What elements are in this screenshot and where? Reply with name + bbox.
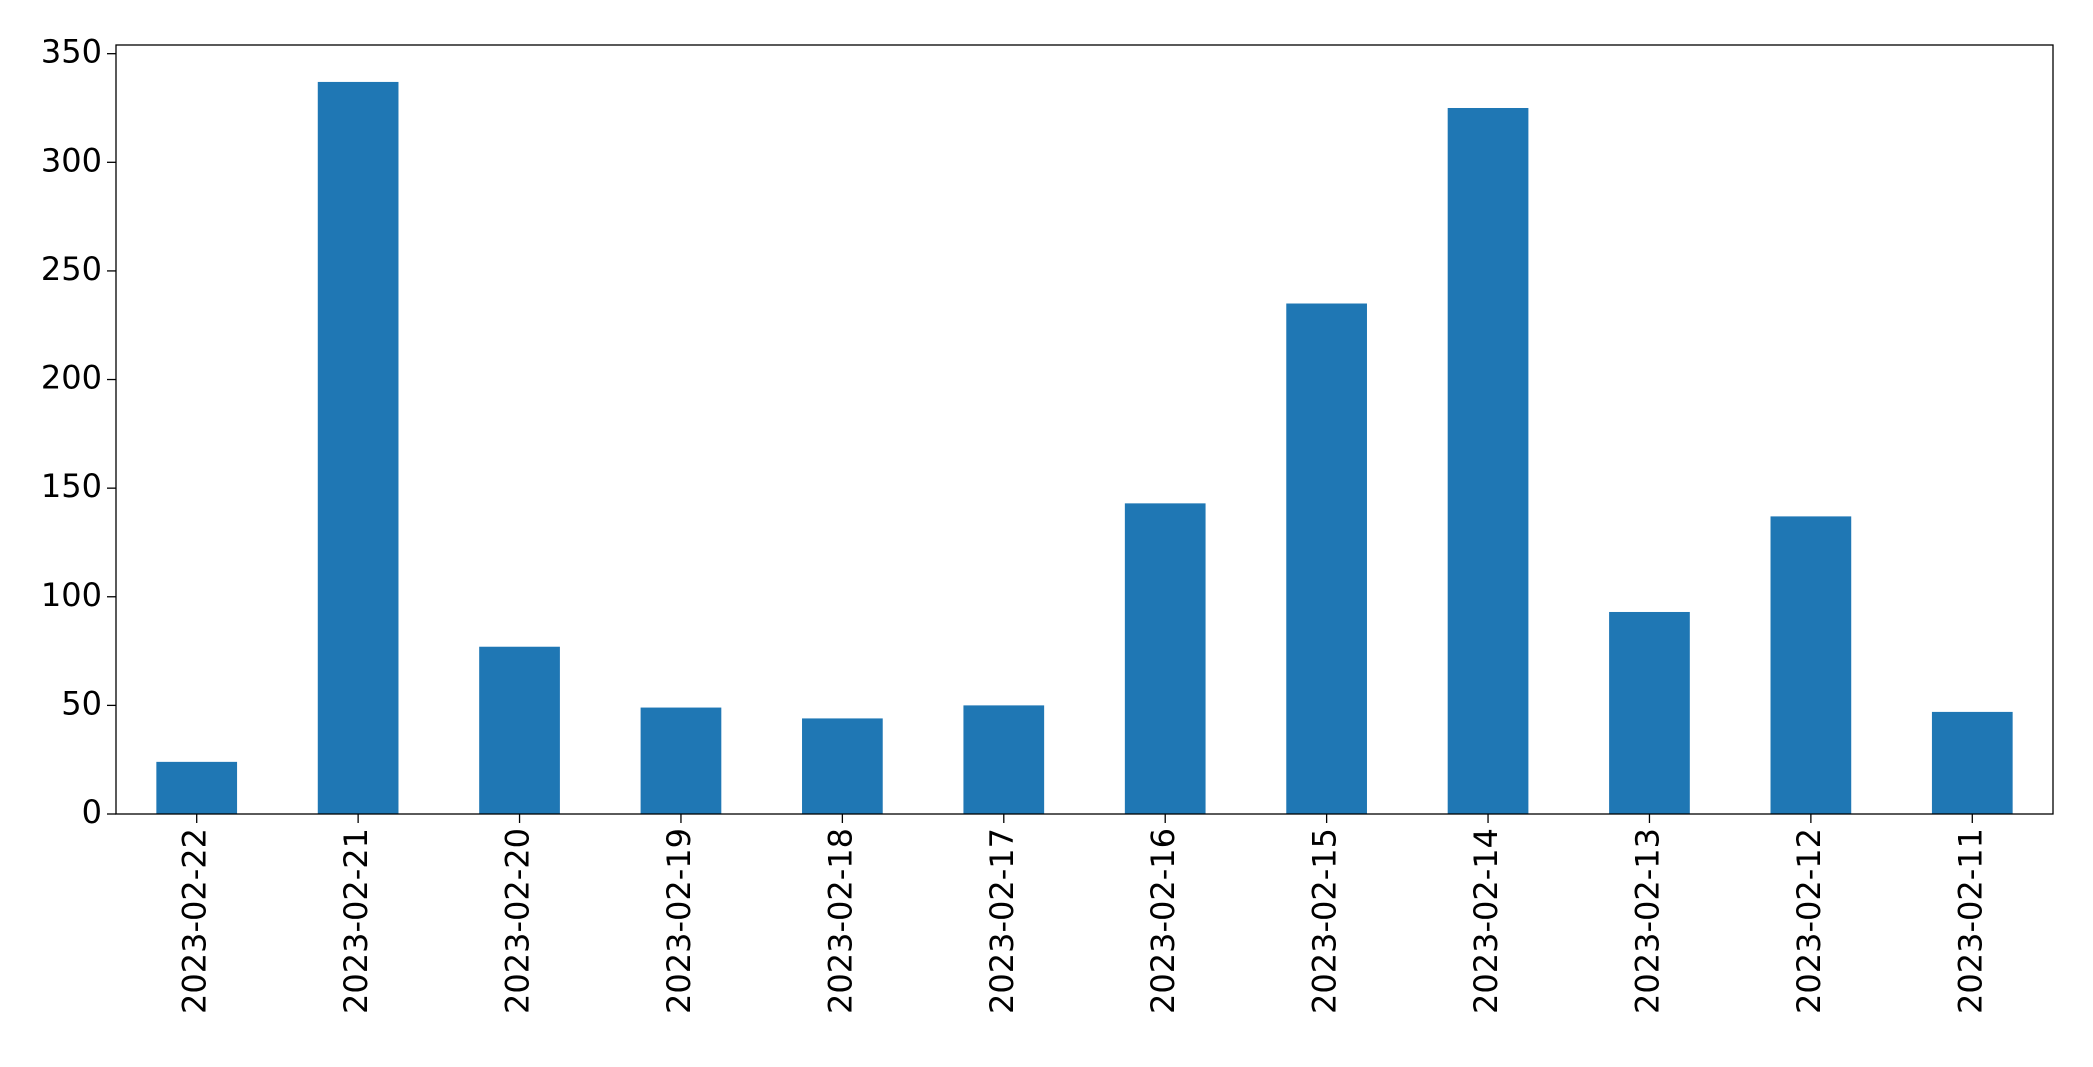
x-tick-label: 2023-02-19 — [660, 828, 698, 1014]
y-tick-label: 50 — [61, 684, 102, 722]
x-tick-label: 2023-02-21 — [337, 828, 375, 1014]
y-tick-label: 300 — [41, 141, 102, 179]
bar — [1770, 516, 1852, 814]
y-tick-label: 0 — [82, 793, 102, 831]
x-tick-label: 2023-02-18 — [821, 828, 859, 1014]
x-tick-label: 2023-02-12 — [1790, 828, 1828, 1014]
x-tick-label: 2023-02-13 — [1628, 828, 1666, 1014]
bar — [1286, 303, 1367, 814]
bar — [1124, 503, 1206, 814]
bar — [156, 761, 238, 814]
bar — [963, 705, 1045, 814]
x-tick-label: 2023-02-17 — [983, 828, 1021, 1014]
y-tick-label: 250 — [41, 250, 102, 288]
bar — [479, 646, 560, 814]
bar — [317, 81, 399, 814]
y-tick-label: 100 — [41, 576, 102, 614]
bar — [1931, 711, 2013, 814]
y-tick-label: 150 — [41, 467, 102, 505]
y-tick-label: 350 — [41, 33, 102, 71]
y-tick-label: 200 — [41, 359, 102, 397]
bar — [802, 718, 883, 814]
bar — [1447, 107, 1529, 814]
bar — [1609, 611, 1690, 814]
x-tick-label: 2023-02-11 — [1951, 828, 1989, 1014]
x-tick-label: 2023-02-15 — [1306, 828, 1344, 1014]
x-tick-label: 2023-02-22 — [176, 828, 214, 1014]
x-tick-label: 2023-02-16 — [1144, 828, 1182, 1014]
x-tick-label: 2023-02-20 — [499, 828, 537, 1014]
axes-frame — [115, 44, 2054, 815]
bar — [640, 707, 722, 814]
x-tick-label: 2023-02-14 — [1467, 828, 1505, 1014]
